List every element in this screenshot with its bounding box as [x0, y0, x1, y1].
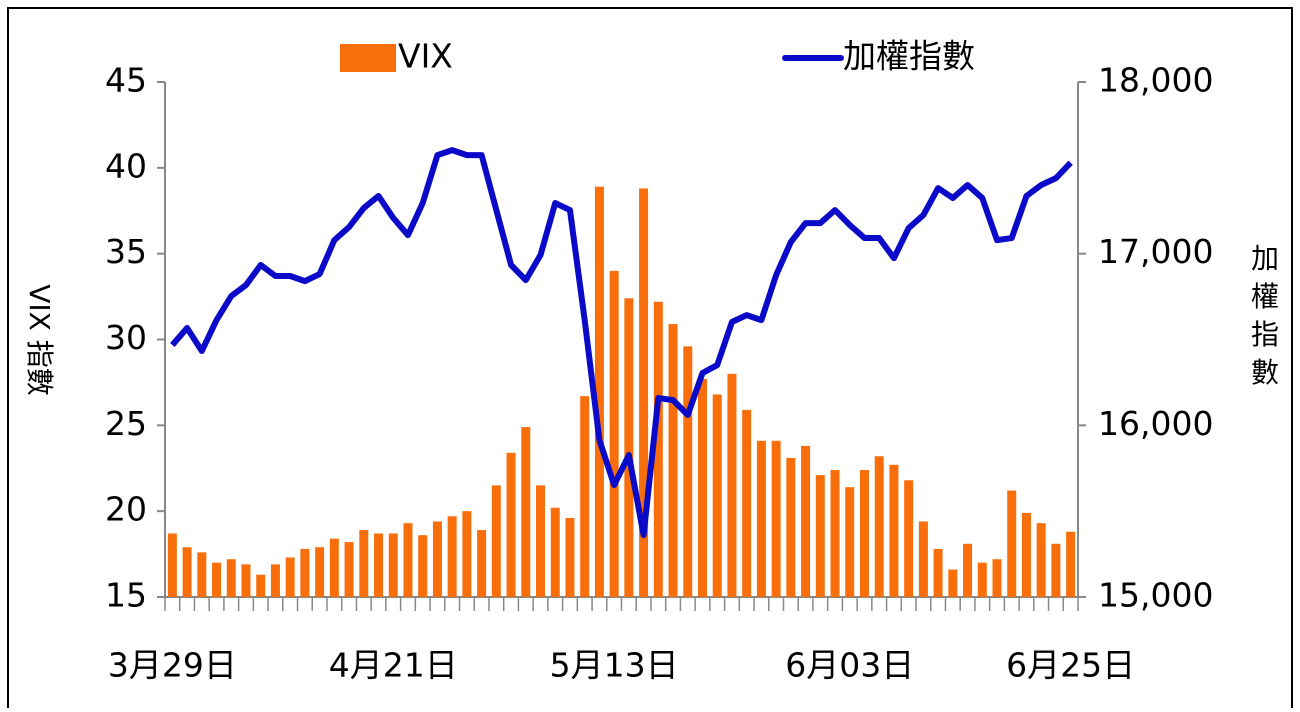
- y2-tick-label: 16,000: [1098, 404, 1213, 443]
- y2-tick-label: 17,000: [1098, 232, 1213, 271]
- y-tick-label: 20: [105, 490, 147, 529]
- bar: [845, 487, 855, 597]
- bar: [594, 186, 604, 597]
- bar: [801, 445, 811, 597]
- bar: [668, 324, 678, 597]
- bar: [447, 516, 457, 597]
- y-tick-label: 25: [105, 404, 147, 443]
- bar: [1036, 523, 1046, 597]
- bar: [653, 301, 663, 597]
- bar: [565, 518, 575, 597]
- bar: [462, 511, 472, 597]
- bar: [477, 530, 487, 597]
- bar: [403, 523, 413, 597]
- bar: [963, 543, 973, 597]
- bar: [506, 452, 516, 597]
- bar: [786, 457, 796, 597]
- bar: [1066, 531, 1076, 597]
- bar: [727, 373, 737, 597]
- bar: [756, 440, 766, 597]
- bar: [1051, 543, 1061, 597]
- x-tick-label: 3月29日: [108, 646, 237, 685]
- bar: [859, 469, 869, 597]
- bar: [977, 562, 987, 597]
- bar: [933, 548, 943, 597]
- bar: [182, 547, 192, 597]
- bar: [830, 469, 840, 597]
- bar: [697, 378, 707, 597]
- bar: [771, 440, 781, 597]
- legend-label: 加權指數: [843, 37, 975, 76]
- bar: [992, 559, 1002, 597]
- bar: [742, 409, 752, 597]
- bar: [315, 547, 325, 597]
- y2-tick-label: 18,000: [1098, 61, 1213, 100]
- bar: [197, 552, 207, 597]
- x-tick-label: 5月13日: [550, 646, 679, 685]
- y-axis-label: VIX 指數: [23, 284, 56, 396]
- y-tick-label: 30: [105, 318, 147, 357]
- bar: [285, 557, 295, 597]
- legend-swatch: [340, 44, 396, 72]
- y-tick-label: 15: [105, 576, 147, 615]
- bar: [904, 480, 914, 597]
- bar: [683, 346, 693, 597]
- bar: [212, 562, 222, 597]
- x-tick-label: 6月03日: [785, 646, 914, 685]
- bar: [521, 427, 531, 597]
- y-tick-label: 35: [105, 232, 147, 271]
- bar: [815, 475, 825, 597]
- bar: [712, 394, 722, 597]
- bar: [639, 188, 649, 597]
- bar: [624, 298, 634, 597]
- bar: [359, 530, 369, 597]
- bar: [918, 521, 928, 597]
- bar: [344, 542, 354, 597]
- bar: [874, 456, 884, 597]
- bar: [241, 564, 251, 597]
- x-tick-label: 6月25日: [1006, 646, 1135, 685]
- y-tick-label: 40: [105, 146, 147, 185]
- bar: [550, 507, 560, 597]
- bar: [270, 564, 280, 597]
- y2-tick-label: 15,000: [1098, 576, 1213, 615]
- y2-axis-label: 加權指數: [1251, 242, 1279, 389]
- bar: [491, 485, 501, 597]
- bar: [536, 485, 546, 597]
- bar: [948, 569, 958, 597]
- bar: [1007, 490, 1017, 597]
- line: [170, 147, 1073, 539]
- x-tick-label: 4月21日: [329, 646, 458, 685]
- y-tick-label: 45: [105, 61, 147, 100]
- bar: [167, 533, 177, 597]
- bar: [329, 538, 339, 597]
- bar: [374, 533, 384, 597]
- bar: [256, 574, 266, 597]
- bar: [300, 548, 310, 597]
- bar: [580, 396, 590, 597]
- bar: [432, 521, 442, 597]
- bar: [388, 533, 398, 597]
- legend-label: VIX: [398, 37, 453, 76]
- bar: [609, 270, 619, 597]
- bar: [226, 559, 236, 597]
- bar: [1021, 512, 1031, 597]
- bar: [418, 535, 428, 597]
- bar: [889, 464, 899, 597]
